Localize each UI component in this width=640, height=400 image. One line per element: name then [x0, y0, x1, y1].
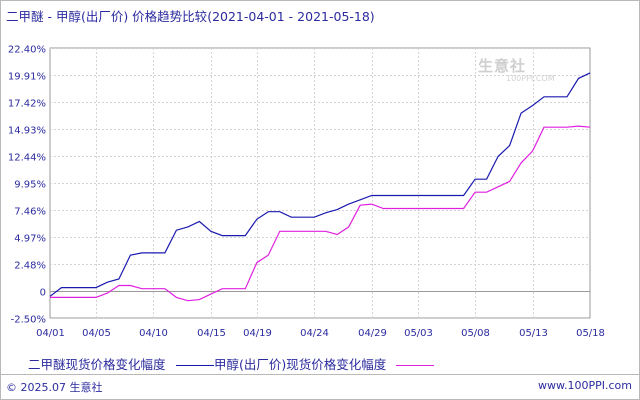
y-tick-label: 4.97% — [14, 234, 46, 245]
y-tick-label: 9.95% — [14, 180, 46, 191]
x-tick-label: 04/10 — [139, 328, 168, 339]
y-tick-label: 17.42% — [8, 99, 46, 110]
y-tick-label: 22.40% — [8, 45, 46, 56]
legend-swatch-1 — [175, 365, 214, 366]
footer-site-link[interactable]: www.100PPI.com — [538, 379, 632, 392]
y-tick-label: 0 — [40, 288, 46, 299]
x-tick-label: 05/13 — [519, 328, 548, 339]
y-tick-label: -2.50% — [11, 315, 46, 326]
footer-divider — [0, 374, 640, 375]
legend-label-1: 二甲醚现货价格变化幅度 — [28, 357, 166, 372]
x-tick-label: 04/05 — [82, 328, 111, 339]
x-tick-label: 04/15 — [197, 328, 226, 339]
watermark-sub: 100PPI.COM — [506, 74, 555, 83]
legend-label-2: 甲醇(出厂价)现货价格变化幅度 — [214, 357, 387, 372]
x-tick-label: 04/29 — [358, 328, 387, 339]
series-line-1 — [49, 72, 591, 297]
legend-series-1: 二甲醚现货价格变化幅度 — [28, 354, 214, 373]
title-date-range: (2021-04-01 - 2021-05-18) — [207, 9, 375, 24]
title-main: 二甲醚 - 甲醇(出厂价) 价格趋势比较 — [6, 9, 208, 24]
y-tick-label: 14.93% — [8, 126, 46, 137]
legend-swatch-2 — [396, 365, 435, 366]
x-tick-label: 05/18 — [576, 328, 605, 339]
legend-series-2: 甲醇(出厂价)现货价格变化幅度 — [214, 354, 435, 373]
x-tick-label: 05/08 — [461, 328, 490, 339]
x-tick-label: 04/19 — [243, 328, 272, 339]
x-tick-label: 04/01 — [36, 328, 65, 339]
y-tick-label: 7.46% — [14, 207, 46, 218]
watermark-logo: 生意社 — [478, 57, 527, 75]
y-tick-label: 2.48% — [14, 261, 46, 272]
y-tick-label: 12.44% — [8, 153, 46, 164]
x-tick-label: 04/24 — [300, 328, 329, 339]
chart-title: 二甲醚 - 甲醇(出厂价) 价格趋势比较(2021-04-01 - 2021-0… — [6, 6, 375, 25]
y-tick-label: 19.91% — [8, 72, 46, 83]
x-tick-label: 05/03 — [404, 328, 433, 339]
series-line-2 — [50, 125, 591, 302]
footer-copyright: © 2025.07 生意社 — [6, 381, 103, 394]
